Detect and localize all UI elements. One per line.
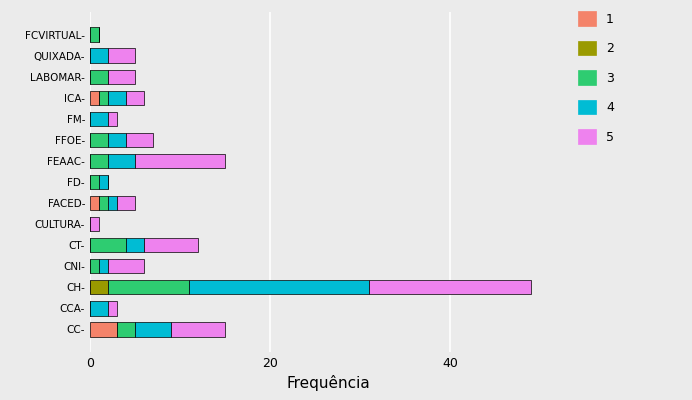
Bar [99,90,108,105]
Bar [108,196,117,210]
Bar [370,280,531,294]
Bar [90,90,99,105]
Bar [99,259,108,274]
Bar [90,132,108,147]
Bar [126,238,144,252]
Bar [90,154,108,168]
Bar [117,196,135,210]
Bar [108,132,126,147]
Bar [108,301,117,316]
Bar [108,154,135,168]
Bar [90,217,99,232]
Bar [90,196,99,210]
Bar [99,175,108,189]
Bar [108,280,189,294]
Bar [108,112,117,126]
Legend: 1, 2, 3, 4, 5: 1, 2, 3, 4, 5 [579,12,614,144]
Bar [90,48,108,63]
Bar [90,259,99,274]
Bar [108,90,126,105]
Bar [189,280,370,294]
Bar [108,259,144,274]
Bar [90,175,99,189]
Bar [135,322,171,336]
Bar [108,70,135,84]
Bar [144,238,198,252]
Bar [126,90,144,105]
Bar [126,132,153,147]
Bar [99,196,108,210]
Bar [90,238,126,252]
Bar [117,322,135,336]
Bar [135,154,225,168]
Bar [171,322,225,336]
Bar [90,322,117,336]
Bar [90,301,108,316]
Bar [108,48,135,63]
Bar [90,112,108,126]
Bar [90,28,99,42]
Bar [90,280,108,294]
X-axis label: Frequência: Frequência [286,376,371,392]
Bar [90,70,108,84]
